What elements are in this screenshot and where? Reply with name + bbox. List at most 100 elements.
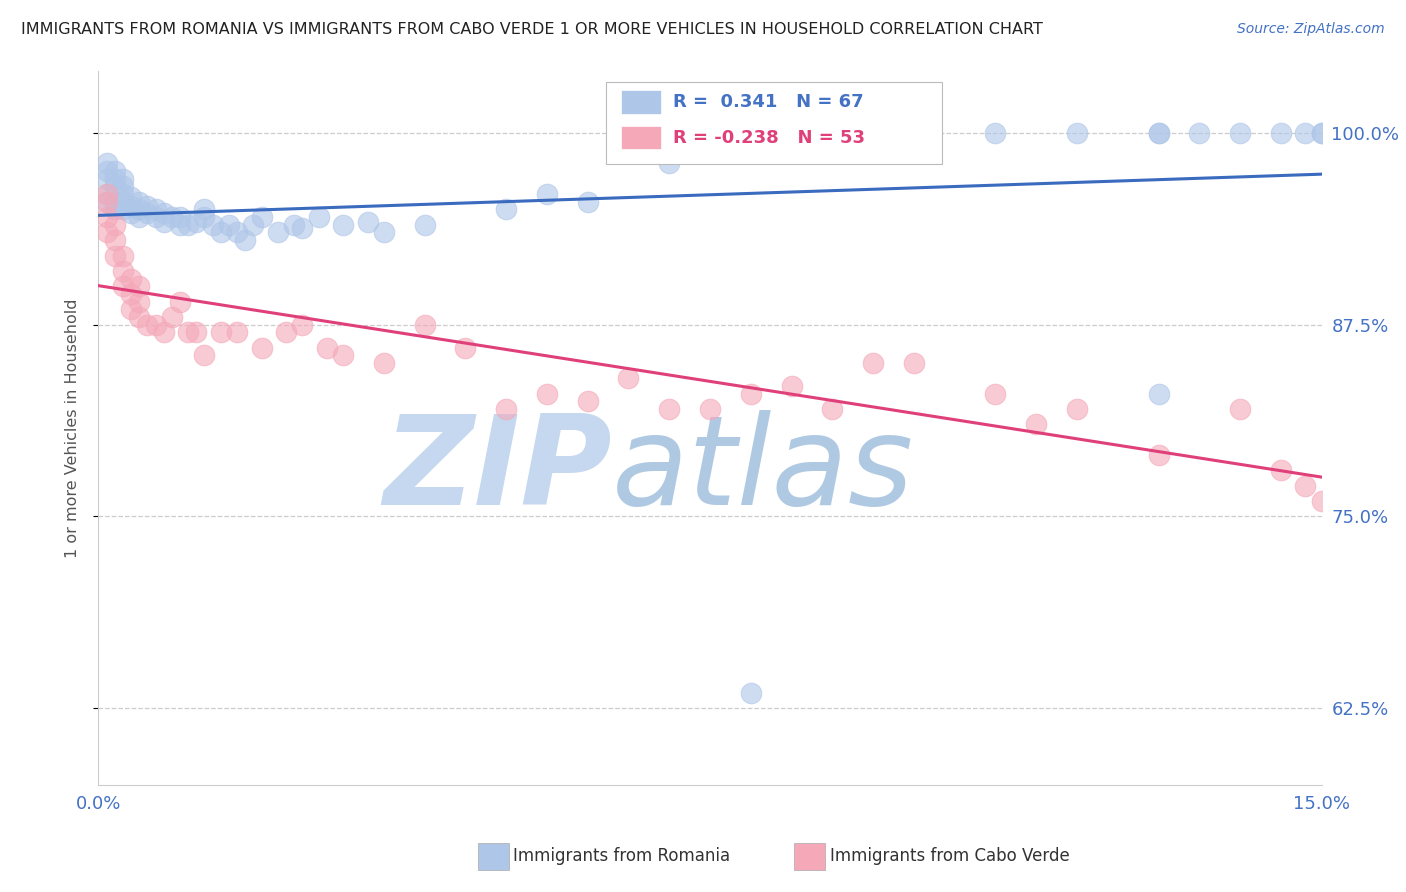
Point: [145, 202, 167, 217]
Point: [186, 325, 208, 339]
Point: [104, 233, 127, 247]
Point: [96, 226, 118, 240]
Point: [315, 341, 337, 355]
Point: [111, 264, 134, 278]
FancyBboxPatch shape: [620, 90, 661, 114]
Text: IMMIGRANTS FROM ROMANIA VS IMMIGRANTS FROM CABO VERDE 1 OR MORE VEHICLES IN HOUS: IMMIGRANTS FROM ROMANIA VS IMMIGRANTS FR…: [21, 22, 1043, 37]
Point: [128, 194, 150, 209]
Point: [193, 210, 215, 224]
Point: [1294, 479, 1316, 493]
Point: [120, 271, 142, 285]
Point: [104, 194, 127, 209]
Point: [169, 210, 191, 224]
Point: [1310, 494, 1333, 508]
Point: [226, 325, 249, 339]
Point: [136, 199, 159, 213]
Point: [152, 215, 174, 229]
Point: [136, 318, 159, 332]
Point: [454, 341, 477, 355]
Point: [413, 318, 436, 332]
Point: [226, 226, 249, 240]
Point: [111, 179, 134, 194]
Point: [1066, 126, 1088, 140]
Point: [267, 226, 290, 240]
Point: [1310, 126, 1333, 140]
Point: [576, 394, 599, 409]
Point: [120, 199, 142, 213]
Point: [413, 218, 436, 232]
Point: [1147, 126, 1170, 140]
Point: [821, 401, 844, 416]
Point: [128, 310, 150, 324]
Point: [111, 194, 134, 209]
Point: [111, 202, 134, 217]
Point: [984, 386, 1007, 401]
Point: [242, 218, 264, 232]
Text: Immigrants from Romania: Immigrants from Romania: [513, 847, 730, 865]
Point: [152, 325, 174, 339]
Point: [209, 226, 232, 240]
Point: [177, 218, 200, 232]
Text: Immigrants from Cabo Verde: Immigrants from Cabo Verde: [830, 847, 1070, 865]
Point: [576, 194, 599, 209]
Point: [193, 202, 215, 217]
Point: [1229, 401, 1251, 416]
Point: [332, 348, 354, 362]
Text: R = -0.238   N = 53: R = -0.238 N = 53: [673, 128, 865, 146]
Point: [169, 218, 191, 232]
Point: [96, 164, 118, 178]
Point: [104, 218, 127, 232]
Point: [128, 202, 150, 217]
Point: [209, 325, 232, 339]
Point: [291, 220, 314, 235]
Point: [186, 215, 208, 229]
Point: [111, 279, 134, 293]
Point: [160, 310, 183, 324]
Point: [104, 202, 127, 217]
Point: [1066, 401, 1088, 416]
Point: [128, 294, 150, 309]
Text: R =  0.341   N = 67: R = 0.341 N = 67: [673, 93, 863, 111]
Point: [96, 194, 118, 209]
Point: [104, 179, 127, 194]
Point: [495, 401, 517, 416]
Point: [1147, 386, 1170, 401]
Point: [233, 233, 256, 247]
Point: [1147, 448, 1170, 462]
Point: [96, 156, 118, 170]
Point: [780, 379, 803, 393]
Y-axis label: 1 or more Vehicles in Household: 1 or more Vehicles in Household: [65, 299, 80, 558]
Point: [699, 401, 721, 416]
Point: [356, 215, 378, 229]
Point: [308, 210, 330, 224]
Point: [128, 210, 150, 224]
Point: [104, 171, 127, 186]
Point: [145, 318, 167, 332]
Point: [283, 218, 305, 232]
Point: [536, 187, 558, 202]
Point: [136, 205, 159, 219]
Point: [862, 356, 884, 370]
Point: [96, 171, 118, 186]
Point: [903, 356, 925, 370]
Point: [903, 126, 925, 140]
Point: [152, 205, 174, 219]
Point: [1147, 126, 1170, 140]
Point: [120, 286, 142, 301]
Point: [111, 171, 134, 186]
Point: [104, 164, 127, 178]
Text: Source: ZipAtlas.com: Source: ZipAtlas.com: [1237, 22, 1385, 37]
Point: [373, 226, 395, 240]
Point: [120, 302, 142, 317]
Point: [120, 190, 142, 204]
Point: [111, 248, 134, 262]
Point: [96, 187, 118, 202]
Point: [169, 294, 191, 309]
Text: ZIP: ZIP: [384, 410, 612, 532]
Point: [193, 348, 215, 362]
Point: [821, 126, 844, 140]
Point: [1294, 126, 1316, 140]
Point: [740, 686, 762, 700]
Point: [1270, 463, 1292, 477]
Text: atlas: atlas: [612, 410, 914, 532]
